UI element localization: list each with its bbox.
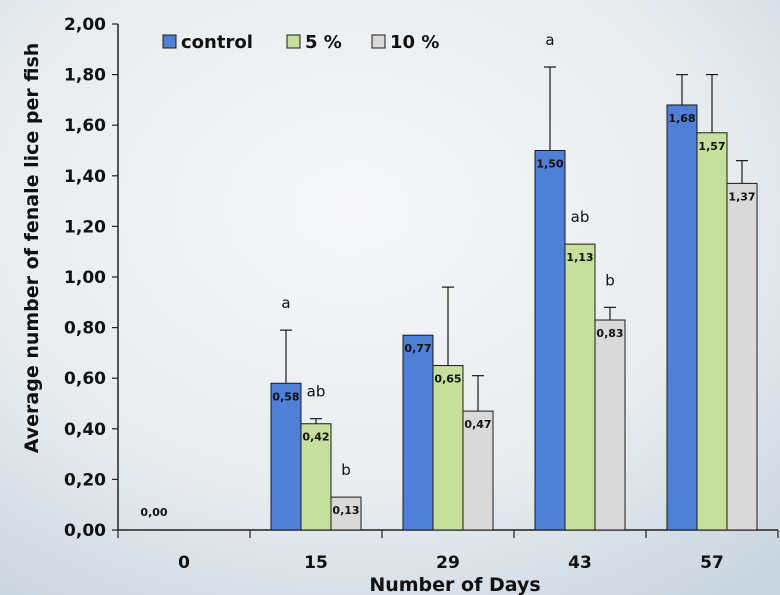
bar <box>726 182 758 531</box>
data-label: 1,13 <box>566 251 593 264</box>
significance-letter: ab <box>571 208 590 226</box>
y-tick-label: 1,80 <box>64 66 106 86</box>
data-label: 0,13 <box>332 504 359 517</box>
bar <box>270 382 302 531</box>
legend-label: 5 % <box>305 32 342 53</box>
data-label: 1,50 <box>536 158 563 171</box>
x-tick-label: 43 <box>568 553 592 573</box>
legend-label: control <box>181 32 253 53</box>
legend-label: 10 % <box>390 32 439 53</box>
data-label: 0,83 <box>596 327 623 340</box>
data-label: 0,00 <box>140 506 167 519</box>
data-label: 1,68 <box>668 112 695 125</box>
y-tick-label: 0,80 <box>64 319 106 339</box>
bar <box>696 132 728 531</box>
data-label: 1,37 <box>728 190 755 203</box>
data-label: 0,42 <box>302 431 329 444</box>
legend-swatch <box>286 34 301 49</box>
y-tick-label: 1,00 <box>64 268 106 288</box>
y-tick-label: 1,20 <box>64 217 106 237</box>
significance-letter: ab <box>307 383 326 401</box>
significance-letter: b <box>341 461 351 479</box>
bar <box>402 334 434 531</box>
bar <box>462 410 494 531</box>
x-tick-label: 57 <box>700 553 724 573</box>
significance-letter: b <box>605 271 615 289</box>
y-tick-label: 2,00 <box>64 15 106 35</box>
bar <box>330 496 362 531</box>
data-label: 0,58 <box>272 390 299 403</box>
data-label: 0,47 <box>464 418 491 431</box>
y-tick-label: 1,40 <box>64 167 106 187</box>
legend-swatch <box>371 34 386 49</box>
bar <box>666 104 698 531</box>
x-axis-title: Number of Days <box>369 574 540 595</box>
data-label: 1,57 <box>698 140 725 153</box>
plot-area: 0,00 0,20 0,40 0,60 0,80 1,00 1,20 1,40 1,60 1,80… <box>64 15 779 573</box>
significance-letter: a <box>545 31 554 49</box>
legend-swatch <box>162 34 177 49</box>
legend: control 5 % 10 % <box>162 32 439 53</box>
x-tick-label: 15 <box>304 553 328 573</box>
y-tick-label: 0,00 <box>64 521 106 541</box>
bar <box>534 150 566 531</box>
significance-letter: a <box>281 294 290 312</box>
bar <box>300 423 332 531</box>
data-label: 0,65 <box>434 373 461 386</box>
bar <box>594 319 626 531</box>
bar <box>432 365 464 531</box>
y-tick-label: 0,20 <box>64 470 106 490</box>
bar <box>564 243 596 531</box>
data-label: 0,77 <box>404 342 431 355</box>
x-tick-label: 0 <box>178 553 190 573</box>
x-tick-label: 29 <box>436 553 460 573</box>
y-tick-label: 0,60 <box>64 369 106 389</box>
y-tick-label: 1,60 <box>64 116 106 136</box>
y-axis-title: Average number of fenale lice per fish <box>21 43 43 454</box>
y-tick-label: 0,40 <box>64 420 106 440</box>
